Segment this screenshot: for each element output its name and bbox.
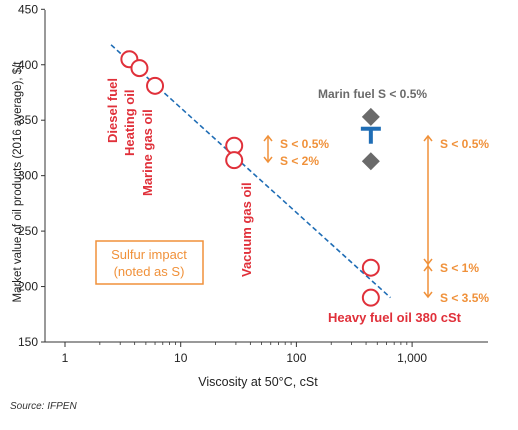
legend-line-2: (noted as S) — [114, 264, 185, 279]
data-point — [130, 59, 149, 78]
y-ticks: 150 200 250 300 350 400 450 — [18, 2, 45, 349]
data-point — [146, 76, 165, 95]
x-ticks: 1 10 100 1,000 — [62, 342, 427, 365]
vgo-sulfur-high: S < 2% — [280, 154, 319, 168]
y-tick-label: 200 — [18, 280, 38, 294]
data-point — [225, 151, 244, 170]
x-tick-label: 10 — [174, 351, 188, 365]
legend-box — [95, 240, 204, 285]
y-tick-label: 450 — [18, 2, 38, 16]
hfo-sulfur-range — [423, 134, 433, 299]
label-vacuum-gas-oil: Vacuum gas oil — [239, 182, 254, 277]
vgo-sulfur-arrow — [263, 134, 273, 164]
marine-fuel-label: Marin fuel S < 0.5% — [318, 87, 427, 101]
y-tick-label: 150 — [18, 335, 38, 349]
y-tick-label: 400 — [18, 58, 38, 72]
data-point — [361, 258, 380, 277]
vgo-sulfur-low: S < 0.5% — [280, 137, 329, 151]
x-axis-label: Viscosity at 50°C, cSt — [198, 375, 318, 389]
data-point — [361, 288, 380, 307]
y-tick-label: 250 — [18, 224, 38, 238]
trend-line — [110, 44, 391, 299]
y-tick-label: 300 — [18, 169, 38, 183]
x-tick-label: 1,000 — [397, 351, 427, 365]
label-heating-oil: Heating oil — [122, 90, 137, 156]
marine-fuel-markers — [360, 107, 381, 171]
label-marine-gas-oil: Marine gas oil — [140, 109, 155, 196]
hfo-sulfur-1: S < 1% — [440, 261, 479, 275]
marine-fuel-diamond — [361, 152, 380, 171]
y-tick-label: 350 — [18, 113, 38, 127]
x-tick-label: 1 — [62, 351, 69, 365]
hfo-sulfur-0-5: S < 0.5% — [440, 137, 489, 151]
label-diesel-fuel: Diesel fuel — [105, 78, 120, 143]
marine-fuel-diamond — [361, 107, 380, 126]
label-heavy-fuel-oil: Heavy fuel oil 380 cSt — [328, 310, 462, 325]
data-points — [120, 50, 380, 307]
hfo-sulfur-3-5: S < 3.5% — [440, 291, 489, 305]
marine-fuel-bar-top — [360, 126, 381, 131]
source-note: Source: IFPEN — [10, 401, 77, 412]
y-axis-label: Market value of oil products (2016 avera… — [12, 61, 24, 303]
legend-line-1: Sulfur impact — [111, 247, 187, 262]
marine-fuel-bar-stem — [368, 129, 373, 144]
x-tick-label: 100 — [286, 351, 306, 365]
